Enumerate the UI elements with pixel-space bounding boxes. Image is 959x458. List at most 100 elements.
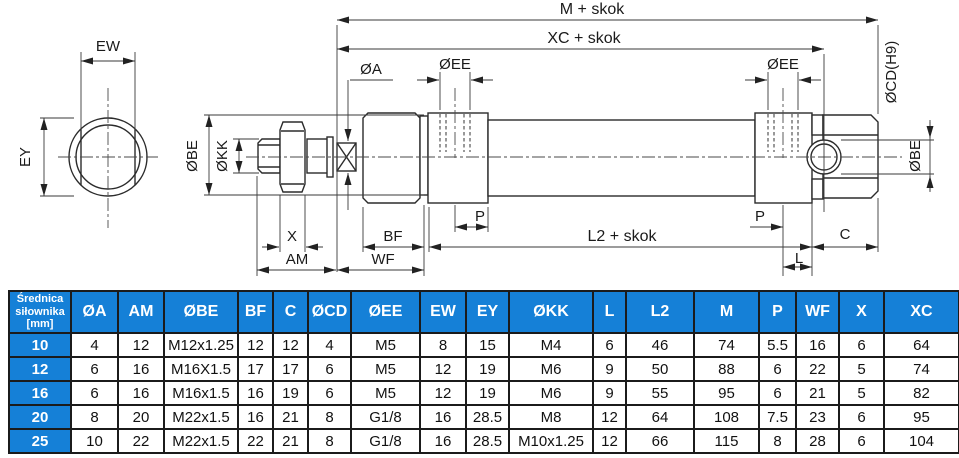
column-header: ØBE	[163, 290, 239, 334]
spec-cell: 88	[693, 356, 760, 382]
table-row: 16 6 16 M16x1.5 16 19 6 M5 12 19 M6 9 55 95 6 21 5 82	[8, 380, 959, 406]
spec-cell: 6	[70, 380, 119, 406]
row-size-label: 20	[8, 404, 72, 430]
dim-label-oee-front: ØEE	[439, 56, 471, 73]
spec-cell: 115	[693, 428, 760, 454]
spec-cell: 6	[838, 332, 885, 358]
column-header: WF	[795, 290, 840, 334]
column-header: M	[693, 290, 760, 334]
spec-cell: 12	[272, 332, 309, 358]
table-row: 10 4 12 M12x1.25 12 12 4 M5 8 15 M4 6 46 74 5.5 16 6 64	[8, 332, 959, 358]
okk-dimension	[233, 138, 259, 174]
spec-cell: 8	[419, 332, 467, 358]
spec-cell: 16	[237, 380, 274, 406]
spec-cell: 16	[419, 404, 467, 430]
technical-drawing: EW EY M + skok XC + skok ØA ØEE ØEE ØCD(…	[17, 1, 934, 276]
spec-cell: 82	[883, 380, 959, 406]
spec-cell: 17	[237, 356, 274, 382]
dim-label-p-rear: P	[755, 208, 765, 225]
spec-cell: 12	[237, 332, 274, 358]
end-view	[58, 88, 158, 228]
row-size-label: 12	[8, 356, 72, 382]
column-header: X	[838, 290, 885, 334]
spec-cell: 19	[465, 356, 510, 382]
spec-cell: 12	[419, 356, 467, 382]
table-row: 12 6 16 M16X1.5 17 17 6 M5 12 19 M6 9 50 88 6 22 5 74	[8, 356, 959, 382]
dim-label-p-front: P	[475, 208, 485, 225]
cylinder-barrel	[487, 119, 756, 197]
row-size-label: 10	[8, 332, 72, 358]
p-front-dimension	[454, 205, 489, 232]
spec-cell: 21	[272, 428, 309, 454]
spec-cell: 6	[758, 380, 797, 406]
oee-rear-dimension	[745, 72, 821, 110]
spec-cell: 16	[237, 404, 274, 430]
spec-cell: M22x1.5	[163, 404, 239, 430]
spec-cell: 74	[883, 356, 959, 382]
spec-cell: 28.5	[465, 404, 510, 430]
column-header: EY	[465, 290, 510, 334]
spec-cell: 55	[625, 380, 695, 406]
spec-cell: 12	[117, 332, 165, 358]
spec-cell: M6	[508, 380, 594, 406]
spec-table: Średnica siłownika [mm] ØA AM ØBE BF C ØCD ØEE EW E…	[8, 290, 959, 454]
column-header: EW	[419, 290, 467, 334]
dim-label-m-skok: M + skok	[560, 1, 625, 18]
spec-cell: 64	[625, 404, 695, 430]
column-header: BF	[237, 290, 274, 334]
dim-label-ey: EY	[17, 147, 34, 167]
spec-cell: 74	[693, 332, 760, 358]
spec-cell: 23	[795, 404, 840, 430]
spec-cell: M12x1.25	[163, 332, 239, 358]
rear-head	[754, 88, 813, 204]
dim-label-bf: BF	[383, 228, 402, 245]
dim-label-obe-left: ØBE	[184, 140, 201, 172]
diameter-column-header: Średnica siłownika [mm]	[8, 290, 72, 334]
column-header: XC	[883, 290, 959, 334]
spec-cell: 17	[272, 356, 309, 382]
spec-cell: 6	[838, 404, 885, 430]
obe-right-dimension	[841, 120, 934, 192]
spec-cell: 6	[70, 356, 119, 382]
spec-cell: 22	[237, 428, 274, 454]
front-cap	[362, 112, 429, 204]
spec-cell: 108	[693, 404, 760, 430]
dim-label-wf: WF	[371, 251, 394, 268]
column-header: C	[272, 290, 309, 334]
spec-cell: 9	[592, 380, 627, 406]
spec-cell: 46	[625, 332, 695, 358]
bf-wf-dimensions	[337, 205, 425, 276]
oa-dimension	[344, 79, 393, 210]
spec-cell: 95	[883, 404, 959, 430]
spec-cell: M6	[508, 356, 594, 382]
am-dimension	[256, 176, 336, 276]
row-size-label: 16	[8, 380, 72, 406]
dim-label-ew: EW	[96, 38, 121, 55]
dim-label-l: L	[795, 250, 803, 267]
spec-cell: 7.5	[758, 404, 797, 430]
spec-cell: 15	[465, 332, 510, 358]
obe-left-dimension	[204, 114, 424, 196]
spec-cell: 8	[307, 404, 352, 430]
spec-cell: 16	[419, 428, 467, 454]
dim-label-obe-right: ØBE	[907, 140, 924, 172]
spec-cell: 9	[592, 356, 627, 382]
spec-cell: 6	[758, 356, 797, 382]
xc-skok-dimension	[337, 45, 825, 212]
spec-cell: M5	[350, 332, 421, 358]
spec-cell: G1/8	[350, 428, 421, 454]
m-skok-dimension	[336, 16, 879, 272]
spec-cell: G1/8	[350, 404, 421, 430]
spec-cell: 21	[795, 380, 840, 406]
spec-cell: 8	[70, 404, 119, 430]
dim-label-okk: ØKK	[214, 140, 231, 172]
l2-c-l-dimensions	[428, 203, 878, 276]
spec-cell: 64	[883, 332, 959, 358]
spec-cell: 6	[592, 332, 627, 358]
spec-cell: 12	[592, 428, 627, 454]
spec-cell: M16x1.5	[163, 380, 239, 406]
spec-cell: M5	[350, 380, 421, 406]
spec-cell: 4	[70, 332, 119, 358]
spec-cell: M8	[508, 404, 594, 430]
spec-cell: 12	[592, 404, 627, 430]
